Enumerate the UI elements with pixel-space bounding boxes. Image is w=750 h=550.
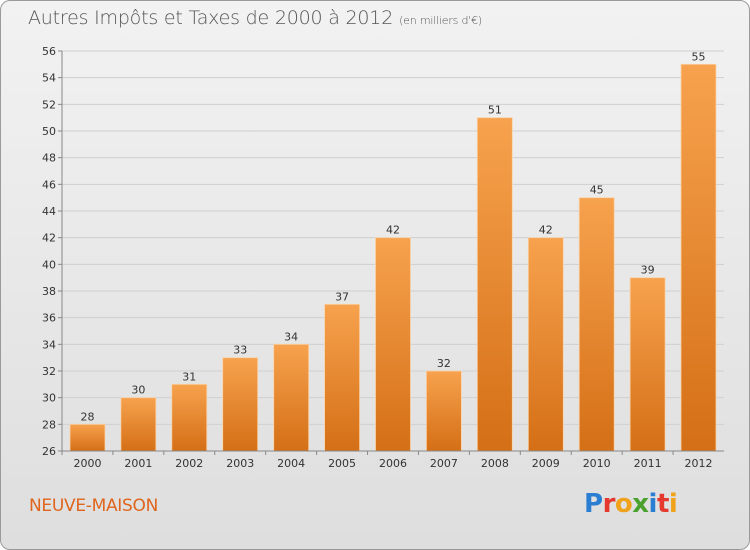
bar — [324, 303, 361, 452]
chart-subtitle: (en milliers d'€) — [399, 14, 482, 27]
x-tick-label: 2009 — [532, 457, 560, 470]
logo-letter: i — [648, 489, 658, 519]
bar — [375, 237, 411, 452]
x-tick-label: 2007 — [430, 457, 458, 470]
commune-name: NEUVE-MAISON — [29, 496, 159, 516]
axis-layer: 26 28 30 32 34 36 38 40 42 44 46 48 50 52 54 56 2000 2001… — [42, 45, 724, 470]
bar — [120, 397, 157, 452]
bar-value-label: 42 — [386, 224, 400, 237]
bar-value-label: 30 — [131, 384, 145, 397]
bar — [171, 383, 208, 452]
y-tick-label: 28 — [42, 418, 56, 431]
bar-value-label: 32 — [437, 357, 451, 370]
bar-value-label: 34 — [284, 330, 298, 343]
bar — [578, 197, 615, 452]
y-tick-label: 54 — [42, 72, 56, 85]
bar-value-label: 31 — [182, 370, 196, 383]
logo-letter: t — [656, 489, 669, 519]
x-tick-label: 2001 — [124, 457, 152, 470]
bar — [273, 343, 310, 452]
logo-letter: r — [602, 489, 616, 519]
x-tick-label: 2011 — [634, 457, 662, 470]
y-tick-label: 38 — [42, 285, 56, 298]
y-tick-label: 56 — [42, 45, 56, 58]
bar — [527, 237, 564, 452]
bar — [629, 277, 666, 452]
y-tick-label: 48 — [42, 152, 56, 165]
x-tick-label: 2008 — [481, 457, 509, 470]
logo-letter: o — [614, 489, 633, 519]
logo-letter: i — [668, 489, 678, 519]
chart-title-text: Autres Impôts et Taxes de 2000 à 2012 — [28, 7, 394, 29]
y-tick-label: 26 — [42, 445, 56, 458]
x-tick-label: 2010 — [583, 457, 611, 470]
logo-letter: P — [584, 489, 603, 519]
chart-title: Autres Impôts et Taxes de 2000 à 2012 (en… — [28, 7, 482, 29]
x-tick-label: 2002 — [175, 457, 203, 470]
proxiti-logo: Proxiti — [584, 489, 678, 519]
x-tick-label: 2004 — [277, 457, 305, 470]
bar-value-label: 55 — [692, 50, 706, 63]
bar — [222, 357, 259, 452]
y-tick-label: 36 — [42, 312, 56, 325]
bar-value-label: 45 — [590, 184, 604, 197]
bar-layer: 28 30 31 33 34 37 42 32 51 42 45 39 55 — [69, 50, 717, 452]
y-tick-label: 30 — [42, 392, 56, 405]
y-tick-label: 50 — [42, 125, 56, 138]
y-tick-label: 46 — [42, 178, 56, 191]
bar-value-label: 39 — [641, 264, 655, 277]
bar-value-label: 37 — [335, 290, 349, 303]
y-tick-label: 42 — [42, 232, 56, 245]
logo-letter: x — [632, 489, 649, 519]
x-tick-label: 2012 — [685, 457, 713, 470]
bar-value-label: 51 — [488, 104, 502, 117]
y-tick-label: 44 — [42, 205, 56, 218]
x-tick-label: 2003 — [226, 457, 254, 470]
bar-value-label: 33 — [233, 344, 247, 357]
bar — [680, 63, 717, 452]
bar — [476, 117, 513, 452]
y-tick-label: 40 — [42, 258, 56, 271]
bar — [69, 423, 106, 452]
bar-value-label: 28 — [80, 410, 94, 423]
x-tick-label: 2006 — [379, 457, 407, 470]
y-tick-label: 34 — [42, 338, 56, 351]
x-tick-label: 2000 — [73, 457, 101, 470]
y-tick-label: 32 — [42, 365, 56, 378]
bar-value-label: 42 — [539, 224, 553, 237]
bar — [425, 370, 462, 452]
x-tick-label: 2005 — [328, 457, 356, 470]
y-tick-label: 52 — [42, 98, 56, 111]
